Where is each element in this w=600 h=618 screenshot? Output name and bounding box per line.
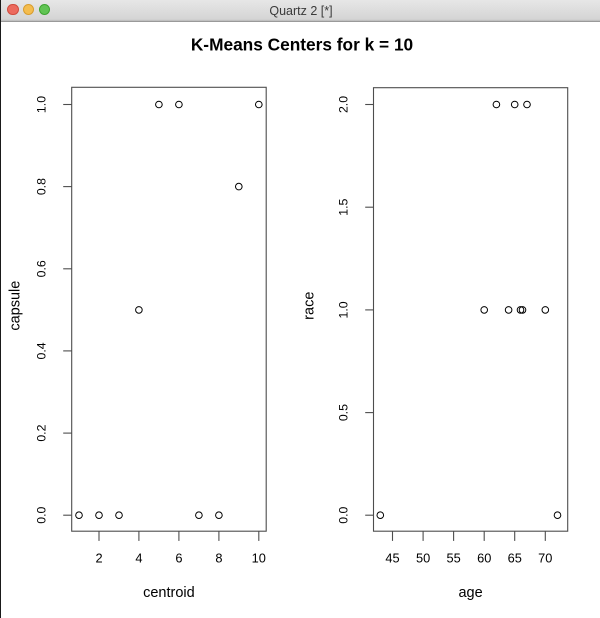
svg-text:capsule: capsule xyxy=(8,281,24,331)
svg-text:50: 50 xyxy=(416,551,430,566)
svg-text:0.6: 0.6 xyxy=(35,260,49,277)
svg-text:K-Means Centers for k = 10: K-Means Centers for k = 10 xyxy=(191,35,413,55)
svg-text:0.4: 0.4 xyxy=(35,342,49,359)
svg-text:10: 10 xyxy=(252,551,266,566)
svg-text:centroid: centroid xyxy=(143,585,195,601)
svg-text:2.0: 2.0 xyxy=(337,96,351,113)
svg-text:0.0: 0.0 xyxy=(35,506,49,523)
svg-text:55: 55 xyxy=(446,551,460,566)
svg-text:6: 6 xyxy=(175,551,182,566)
svg-text:2: 2 xyxy=(95,551,102,566)
svg-text:60: 60 xyxy=(477,551,491,566)
svg-text:65: 65 xyxy=(508,551,522,566)
svg-text:0.8: 0.8 xyxy=(35,178,49,195)
svg-text:1.0: 1.0 xyxy=(35,96,49,113)
svg-text:45: 45 xyxy=(385,551,399,566)
svg-text:race: race xyxy=(302,292,318,320)
svg-text:4: 4 xyxy=(135,551,142,566)
svg-text:age: age xyxy=(458,585,482,601)
svg-text:70: 70 xyxy=(538,551,552,566)
svg-text:1.0: 1.0 xyxy=(337,301,351,318)
svg-text:1.5: 1.5 xyxy=(337,198,351,215)
svg-text:8: 8 xyxy=(215,551,222,566)
svg-text:0.0: 0.0 xyxy=(337,506,351,523)
svg-text:0.2: 0.2 xyxy=(35,424,49,441)
svg-text:0.5: 0.5 xyxy=(337,404,351,421)
